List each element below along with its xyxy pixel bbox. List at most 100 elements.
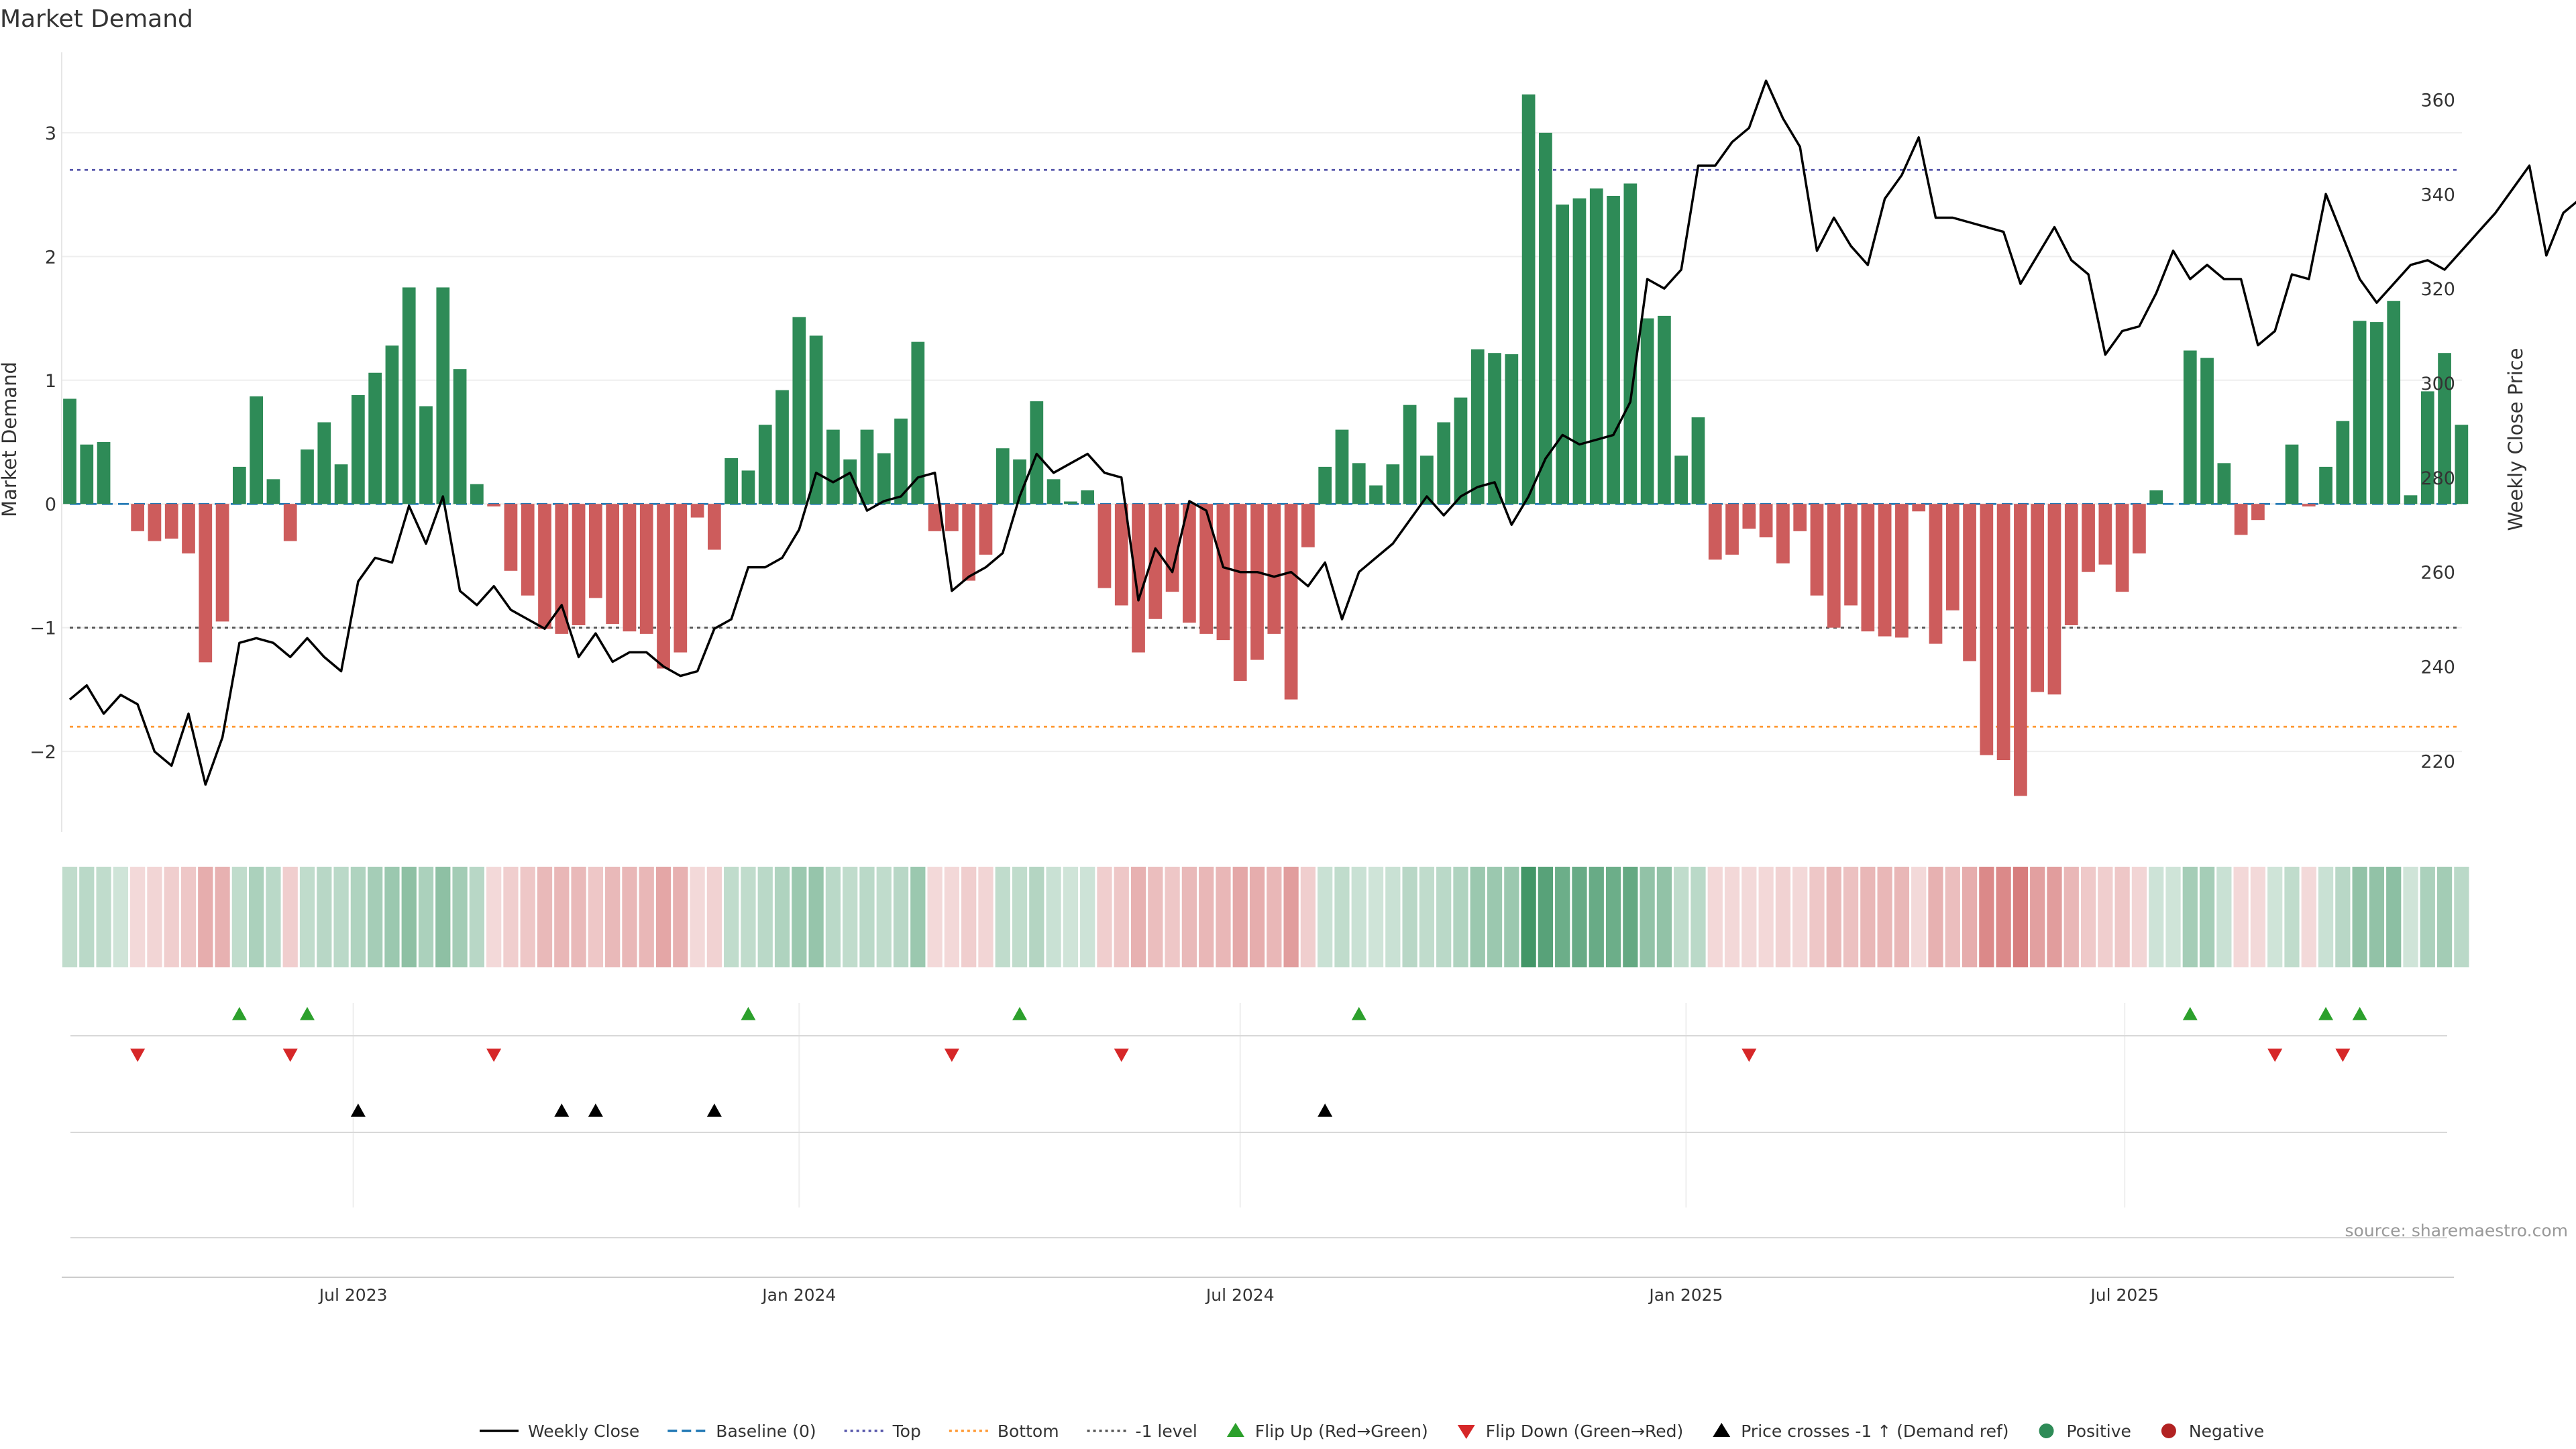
demand-tile — [554, 867, 570, 967]
demand-bar — [1912, 504, 1926, 512]
demand-tile — [741, 867, 756, 967]
flip-up-marker — [741, 1007, 756, 1020]
signal-markers — [130, 1007, 2367, 1117]
demand-tile — [1470, 867, 1485, 967]
demand-bar — [2064, 504, 2078, 625]
demand-bar — [504, 504, 518, 571]
demand-tile — [1165, 867, 1180, 967]
demand-tile — [317, 867, 332, 967]
demand-bar — [419, 406, 433, 504]
demand-tile — [113, 867, 128, 967]
demand-tile — [1758, 867, 1774, 967]
demand-tile — [588, 867, 603, 967]
demand-tile — [215, 867, 230, 967]
demand-tile — [1674, 867, 1689, 967]
demand-tile — [2301, 867, 2316, 967]
demand-bar — [1183, 504, 1196, 623]
y-tick-label: 3 — [45, 123, 56, 144]
legend-label: Bottom — [998, 1421, 1059, 1441]
demand-tile — [486, 867, 502, 967]
demand-bar — [521, 504, 535, 596]
demand-bar — [487, 504, 501, 506]
demand-tile — [876, 867, 892, 967]
demand-tile — [2182, 867, 2198, 967]
demand-tile — [2386, 867, 2402, 967]
demand-tile — [435, 867, 451, 967]
flip-up-marker — [2318, 1007, 2334, 1020]
demand-tile — [1148, 867, 1163, 967]
demand-tile — [843, 867, 858, 967]
demand-tile — [1385, 867, 1401, 967]
demand-bar — [1708, 504, 1722, 560]
demand-bar — [1895, 504, 1909, 638]
legend-item: Flip Down (Green→Red) — [1457, 1421, 1683, 1441]
demand-tile — [2098, 867, 2113, 967]
x-tick-label: Jul 2025 — [2089, 1285, 2159, 1305]
demand-bar — [301, 449, 314, 504]
demand-tile — [503, 867, 519, 967]
price-cross-marker — [1318, 1104, 1333, 1117]
demand-tile — [1894, 867, 1910, 967]
flip-up-marker — [231, 1007, 247, 1020]
demand-bar — [1929, 504, 1943, 644]
demand-tile — [2216, 867, 2232, 967]
demand-bar — [1148, 504, 1163, 619]
demand-bar — [1013, 459, 1026, 504]
demand-bar — [2387, 301, 2401, 504]
demand-bar — [843, 459, 857, 504]
flip-down-marker — [130, 1049, 146, 1062]
demand-tile — [639, 867, 654, 967]
demand-tile — [1928, 867, 1943, 967]
y2-tick-label: 280 — [2420, 468, 2455, 489]
demand-tile — [2149, 867, 2164, 967]
demand-bar — [164, 504, 178, 539]
demand-tile — [1724, 867, 1740, 967]
legend-label: Weekly Close — [528, 1421, 639, 1441]
demand-tile — [418, 867, 434, 967]
demand-bar — [2319, 466, 2332, 504]
legend-item: -1 level — [1087, 1421, 1197, 1441]
legend-label: Flip Up (Red→Green) — [1255, 1421, 1428, 1441]
demand-tile — [571, 867, 586, 967]
demand-bar — [97, 442, 111, 504]
legend-label: Negative — [2189, 1421, 2264, 1441]
demand-tile — [368, 867, 383, 967]
demand-tile — [1826, 867, 1841, 967]
demand-tile — [333, 867, 349, 967]
demand-bar — [1742, 504, 1756, 529]
demand-tile — [164, 867, 179, 967]
demand-bar — [453, 369, 467, 504]
demand-tile — [2080, 867, 2096, 967]
demand-tile — [774, 867, 790, 967]
demand-bar — [1640, 318, 1654, 504]
flip-up-marker — [1351, 1007, 1366, 1020]
demand-tile — [1860, 867, 1876, 967]
demand-bar — [1759, 504, 1773, 538]
y2-axis-label: Weekly Close Price — [2504, 348, 2527, 531]
demand-tile — [927, 867, 943, 967]
demand-bar — [2183, 350, 2197, 504]
demand-tile — [537, 867, 553, 967]
demand-tile — [2436, 867, 2453, 967]
demand-tile — [1487, 867, 1503, 967]
demand-bar — [2336, 421, 2350, 504]
demand-tile — [690, 867, 705, 967]
flip-up-marker — [2352, 1007, 2367, 1020]
legend-swatch — [1713, 1423, 1731, 1437]
y-tick-label: 1 — [45, 371, 56, 392]
demand-tile — [469, 867, 484, 967]
demand-tile — [1080, 867, 1095, 967]
demand-tile — [1453, 867, 1468, 967]
demand-bar — [317, 422, 331, 504]
demand-tile — [2352, 867, 2367, 967]
demand-bar — [63, 398, 76, 504]
demand-bar — [1301, 504, 1315, 547]
demand-tile — [1555, 867, 1570, 967]
demand-bar — [962, 504, 976, 581]
demand-tile — [1809, 867, 1825, 967]
demand-bar — [2217, 463, 2231, 504]
demand-bar — [1776, 504, 1790, 564]
demand-bar — [860, 429, 874, 504]
demand-bar — [148, 504, 162, 541]
demand-bar — [639, 504, 653, 634]
